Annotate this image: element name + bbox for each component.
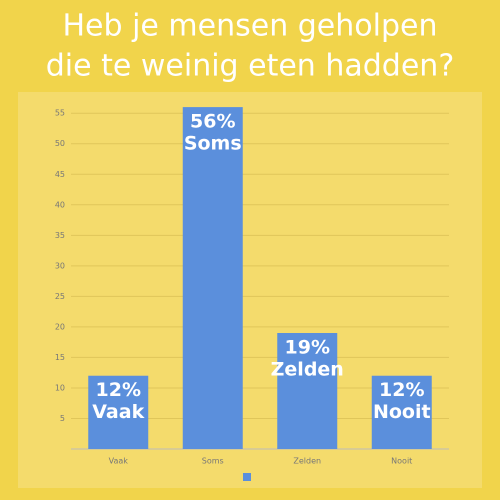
bar — [277, 333, 338, 449]
bar — [88, 375, 149, 449]
y-tick-label: 30 — [55, 261, 65, 270]
x-tick-label: Zelden — [293, 457, 321, 466]
data-label-category: Vaak — [92, 401, 144, 423]
y-tick-label: 10 — [55, 383, 65, 392]
bar — [182, 107, 243, 450]
data-label-category: Nooit — [373, 401, 431, 423]
y-tick-label: 40 — [55, 200, 65, 209]
bar — [371, 375, 432, 449]
x-tick-label: Vaak — [109, 457, 129, 466]
y-tick-label: 45 — [55, 170, 65, 179]
y-tick-label: 15 — [55, 353, 65, 362]
data-label: 19% — [285, 337, 330, 359]
x-tick-label: Soms — [202, 457, 224, 466]
data-label: 12% — [379, 379, 424, 401]
y-tick-label: 5 — [60, 414, 65, 423]
data-label-category: Zelden — [271, 359, 344, 381]
y-tick-label: 55 — [55, 109, 65, 118]
y-tick-label: 50 — [55, 139, 65, 148]
chart-title: die te weinig eten hadden? — [46, 49, 455, 84]
y-tick-label: 25 — [55, 292, 65, 301]
chart-title: Heb je mensen geholpen — [63, 9, 438, 44]
y-tick-label: 35 — [55, 231, 65, 240]
data-label: 12% — [96, 379, 141, 401]
y-tick-label: 20 — [55, 322, 65, 331]
data-label-category: Soms — [184, 133, 242, 155]
x-tick-label: Nooit — [391, 457, 412, 466]
data-label: 56% — [190, 111, 235, 133]
legend-marker — [243, 473, 251, 481]
